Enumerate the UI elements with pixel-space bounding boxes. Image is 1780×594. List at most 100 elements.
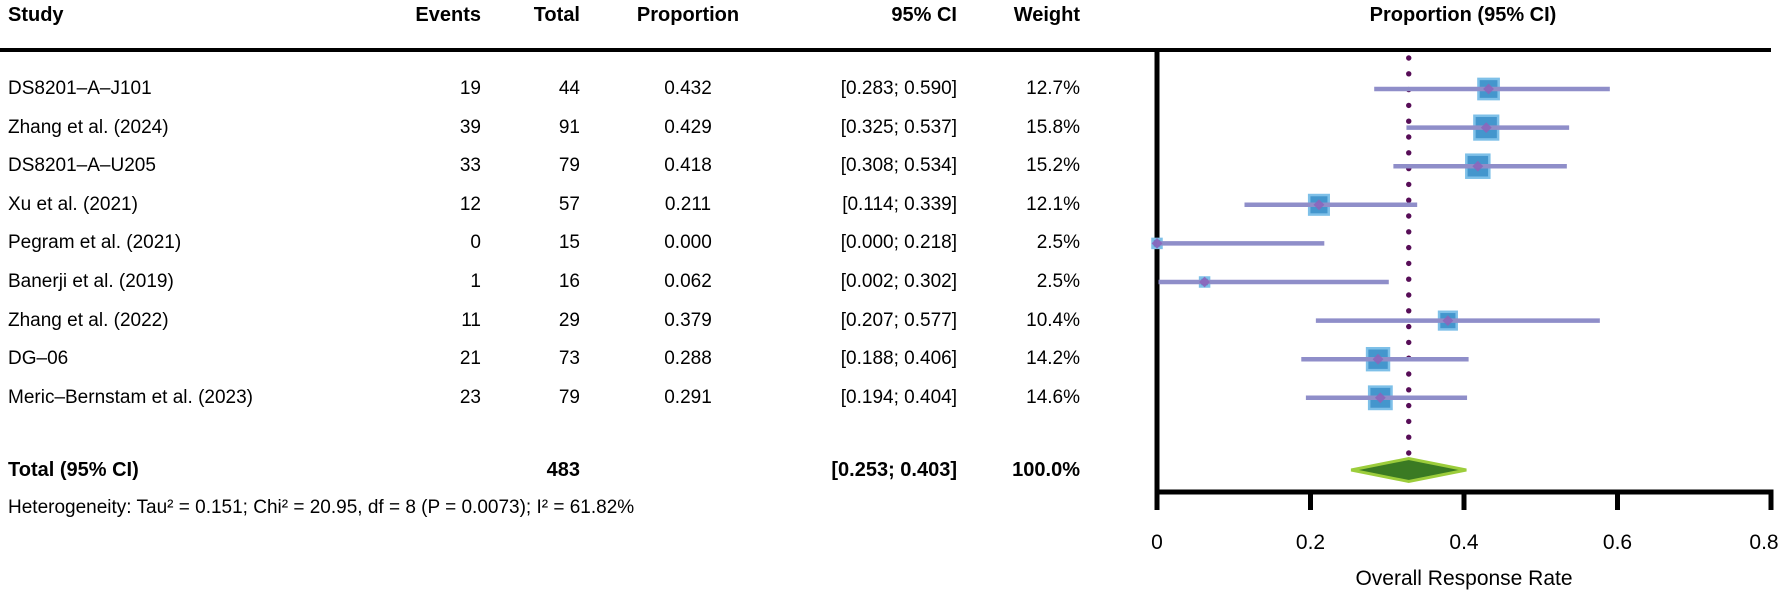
reference-line-dot bbox=[1406, 323, 1412, 330]
study-name: Banerji et al. (2019) bbox=[8, 271, 174, 292]
total-value: 79 bbox=[558, 386, 580, 408]
table-row: Pegram et al. (2021) 0 15 0.000 [0.000; 0.21… bbox=[0, 224, 1100, 262]
events-value: 21 bbox=[459, 348, 481, 370]
study-point-estimate bbox=[1472, 160, 1484, 172]
x-axis-tick-label: 0.8 bbox=[1749, 531, 1778, 554]
events-value: 1 bbox=[470, 271, 481, 292]
reference-line-dot bbox=[1406, 134, 1412, 140]
reference-line-dot bbox=[1406, 197, 1412, 203]
study-point-estimate bbox=[1374, 392, 1386, 404]
study-point-estimate bbox=[1480, 122, 1492, 133]
proportion-value: 0.211 bbox=[664, 193, 712, 215]
events-value: 39 bbox=[459, 116, 481, 138]
study-name: DS8201–A–J101 bbox=[8, 78, 152, 99]
study-point-estimate bbox=[1151, 238, 1163, 249]
reference-line-dot bbox=[1406, 213, 1412, 219]
total-value: 44 bbox=[558, 78, 580, 99]
ci-value: [0.194; 0.404] bbox=[840, 386, 957, 408]
total-ci: [0.253; 0.403] bbox=[831, 459, 957, 481]
reference-line-dot bbox=[1406, 434, 1412, 440]
proportion-value: 0.429 bbox=[664, 116, 712, 138]
reference-line-dot bbox=[1406, 339, 1412, 346]
total-weight: 100.0% bbox=[1012, 459, 1080, 481]
plot-header: Proportion (95% CI) bbox=[1369, 4, 1557, 26]
study-point-estimate bbox=[1313, 199, 1325, 211]
x-axis-tick-label: 0.6 bbox=[1603, 531, 1632, 554]
study-point-estimate bbox=[1199, 276, 1210, 288]
events-value: 23 bbox=[459, 386, 481, 408]
reference-line-dot bbox=[1406, 260, 1412, 267]
total-value: 73 bbox=[558, 348, 580, 370]
col-header-ci: 95% CI bbox=[891, 4, 957, 26]
reference-line-dot bbox=[1406, 181, 1412, 188]
pooled-diamond bbox=[1350, 456, 1467, 484]
total-value: 57 bbox=[558, 193, 580, 215]
reference-line-dot bbox=[1406, 276, 1412, 282]
col-header-events: Events bbox=[415, 4, 481, 26]
reference-line-dot bbox=[1406, 102, 1412, 109]
table-row: DG–06 21 73 0.288 [0.188; 0.406] 14.2% bbox=[0, 340, 1100, 378]
proportion-value: 0.418 bbox=[664, 155, 712, 177]
study-name: Meric–Bernstam et al. (2023) bbox=[8, 386, 253, 408]
total-value: 29 bbox=[558, 309, 580, 331]
table-row: Xu et al. (2021) 12 57 0.211 [0.114; 0.339] 1… bbox=[0, 186, 1100, 224]
proportion-value: 0.288 bbox=[664, 348, 712, 370]
events-value: 11 bbox=[461, 309, 481, 331]
x-axis-tick-label: 0.4 bbox=[1449, 531, 1479, 554]
proportion-value: 0.000 bbox=[664, 232, 712, 254]
ci-value: [0.308; 0.534] bbox=[840, 155, 957, 177]
heterogeneity-note: Heterogeneity: Tau² = 0.151; Chi² = 20.9… bbox=[8, 497, 635, 518]
reference-line-dot bbox=[1406, 418, 1412, 425]
reference-line-dot bbox=[1406, 55, 1412, 61]
table-row: Zhang et al. (2022) 11 29 0.379 [0.207; 0.57… bbox=[0, 302, 1100, 340]
reference-line-dot bbox=[1406, 308, 1412, 314]
study-name: DS8201–A–U205 bbox=[8, 155, 156, 177]
reference-line-dot bbox=[1406, 71, 1412, 77]
weight-value: 10.4% bbox=[1026, 309, 1080, 331]
total-row: Total (95% CI) 483 [0.253; 0.403] 100.0% bbox=[0, 451, 1100, 489]
header-rule bbox=[0, 48, 1771, 52]
reference-line-dot bbox=[1406, 244, 1412, 251]
x-axis-tick-label: 0 bbox=[1151, 531, 1163, 554]
x-axis-title: Overall Response Rate bbox=[1355, 567, 1572, 590]
ci-value: [0.283; 0.590] bbox=[840, 78, 957, 99]
reference-line-dot bbox=[1406, 229, 1412, 235]
ci-value: [0.000; 0.218] bbox=[840, 232, 957, 254]
reference-line-dot bbox=[1406, 450, 1412, 456]
weight-value: 2.5% bbox=[1036, 232, 1080, 254]
ci-value: [0.188; 0.406] bbox=[840, 348, 957, 370]
total-value: 79 bbox=[558, 155, 580, 177]
study-point-estimate bbox=[1442, 315, 1454, 326]
ci-value: [0.002; 0.302] bbox=[840, 271, 957, 292]
study-name: Xu et al. (2021) bbox=[8, 193, 138, 215]
study-name: Zhang et al. (2022) bbox=[8, 309, 169, 331]
ci-value: [0.207; 0.577] bbox=[840, 309, 957, 331]
reference-line-dot bbox=[1406, 371, 1412, 377]
study-name: Zhang et al. (2024) bbox=[8, 116, 169, 138]
events-value: 19 bbox=[459, 78, 481, 99]
table-row: DS8201–A–J101 19 44 0.432 [0.283; 0.590] 12.7… bbox=[0, 70, 1100, 108]
weight-value: 14.6% bbox=[1026, 386, 1080, 408]
x-axis-tick-label: 0.2 bbox=[1296, 531, 1325, 554]
ci-value: [0.325; 0.537] bbox=[840, 116, 957, 138]
table-row: Banerji et al. (2019) 1 16 0.062 [0.002; 0.3… bbox=[0, 263, 1100, 301]
proportion-value: 0.291 bbox=[664, 386, 712, 408]
weight-value: 12.7% bbox=[1026, 78, 1080, 99]
study-name: Pegram et al. (2021) bbox=[8, 232, 182, 254]
events-value: 33 bbox=[459, 155, 481, 177]
ci-value: [0.114; 0.339] bbox=[842, 193, 957, 215]
col-header-proportion: Proportion bbox=[636, 4, 740, 26]
events-value: 0 bbox=[470, 232, 481, 254]
table-row: Zhang et al. (2024) 39 91 0.429 [0.325; 0.53… bbox=[0, 109, 1100, 147]
proportion-value: 0.432 bbox=[664, 78, 712, 99]
weight-value: 12.1% bbox=[1026, 193, 1080, 215]
study-point-estimate bbox=[1372, 353, 1384, 365]
reference-line-dot bbox=[1406, 387, 1412, 393]
total-value: 91 bbox=[558, 116, 580, 138]
weight-value: 2.5% bbox=[1036, 271, 1080, 292]
reference-line-dot bbox=[1406, 402, 1412, 409]
col-header-weight: Weight bbox=[1013, 4, 1080, 26]
total-value: 16 bbox=[558, 271, 580, 292]
